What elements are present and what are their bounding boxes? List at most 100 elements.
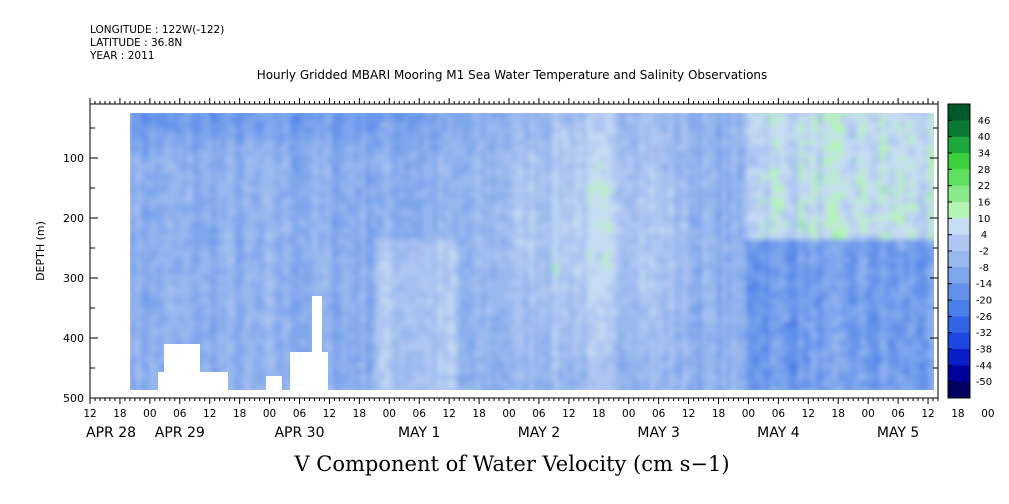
heatmap-cell bbox=[553, 209, 559, 217]
heatmap-cell bbox=[293, 133, 299, 140]
heatmap-cell bbox=[615, 356, 622, 364]
heatmap-cell bbox=[139, 239, 145, 246]
heatmap-cell bbox=[192, 139, 198, 146]
heatmap-cell bbox=[490, 309, 497, 317]
heatmap-cell bbox=[404, 262, 410, 270]
heatmap-cell bbox=[298, 251, 304, 258]
heatmap-cell bbox=[158, 256, 165, 264]
heatmap-cell bbox=[235, 168, 242, 176]
heatmap-cell bbox=[625, 245, 631, 252]
heatmap-cell bbox=[461, 239, 468, 246]
heatmap-cell bbox=[182, 115, 189, 123]
heatmap-cell bbox=[461, 386, 468, 390]
heatmap-cell bbox=[505, 180, 511, 187]
heatmap-cell bbox=[327, 256, 333, 264]
heatmap-cell bbox=[582, 327, 588, 334]
heatmap-cell bbox=[149, 198, 155, 205]
heatmap-cell bbox=[586, 145, 593, 152]
heatmap-cell bbox=[139, 386, 145, 390]
heatmap-cell bbox=[149, 113, 155, 117]
heatmap-cell bbox=[259, 380, 266, 387]
heatmap-cell bbox=[360, 145, 367, 152]
heatmap-cell bbox=[250, 162, 256, 170]
heatmap-cell bbox=[543, 180, 549, 187]
heatmap-cell bbox=[370, 303, 376, 311]
heatmap-cell bbox=[476, 262, 482, 270]
heatmap-cell bbox=[413, 157, 420, 164]
heatmap-cell bbox=[408, 127, 415, 135]
heatmap-cell bbox=[134, 113, 141, 117]
heatmap-cell bbox=[394, 286, 400, 293]
heatmap-cell bbox=[245, 309, 251, 317]
heatmap-cell bbox=[466, 233, 473, 240]
heatmap-cell bbox=[250, 157, 256, 164]
heatmap-cell bbox=[389, 127, 396, 135]
heatmap-cell bbox=[428, 268, 434, 276]
heatmap-cell bbox=[466, 227, 473, 234]
heatmap-cell bbox=[615, 204, 622, 211]
heatmap-cell bbox=[235, 280, 242, 287]
heatmap-cell bbox=[389, 380, 396, 387]
heatmap-cell bbox=[365, 227, 372, 234]
heatmap-cell bbox=[235, 133, 242, 140]
heatmap-cell bbox=[577, 145, 583, 152]
heatmap-cell bbox=[351, 280, 357, 287]
heatmap-cell bbox=[202, 327, 208, 334]
heatmap-cell bbox=[548, 221, 554, 229]
heatmap-cell bbox=[144, 350, 150, 358]
heatmap-cell bbox=[178, 333, 184, 340]
heatmap-cell bbox=[303, 186, 309, 193]
heatmap-cell bbox=[620, 180, 626, 187]
heatmap-cell bbox=[558, 113, 564, 117]
heatmap-cell bbox=[399, 280, 405, 287]
heatmap-cell bbox=[168, 233, 174, 240]
heatmap-cell bbox=[360, 256, 367, 264]
heatmap-cell bbox=[586, 139, 593, 146]
heatmap-cell bbox=[202, 139, 208, 146]
heatmap-cell bbox=[269, 121, 275, 129]
heatmap-cell bbox=[360, 245, 367, 252]
heatmap-cell bbox=[230, 145, 237, 152]
heatmap-cell bbox=[615, 339, 622, 346]
heatmap-cell bbox=[529, 162, 535, 170]
heatmap-cell bbox=[466, 386, 473, 390]
heatmap-cell bbox=[283, 174, 290, 182]
heatmap-cell bbox=[548, 227, 554, 234]
heatmap-cell bbox=[158, 286, 165, 293]
heatmap-cell bbox=[269, 139, 275, 146]
heatmap-cell bbox=[418, 127, 424, 135]
heatmap-cell bbox=[360, 350, 367, 358]
heatmap-cell bbox=[139, 192, 145, 199]
heatmap-cell bbox=[591, 315, 598, 323]
heatmap-cell bbox=[562, 139, 569, 146]
heatmap-cell bbox=[322, 227, 328, 234]
heatmap-cell bbox=[139, 350, 145, 358]
heatmap-cell bbox=[509, 133, 516, 140]
heatmap-cell bbox=[428, 298, 434, 305]
heatmap-cell bbox=[187, 327, 194, 334]
heatmap-cell bbox=[283, 162, 290, 170]
heatmap-cell bbox=[153, 145, 160, 152]
heatmap-cell bbox=[524, 321, 530, 328]
heatmap-cell bbox=[567, 133, 574, 140]
heatmap-cell bbox=[582, 239, 588, 246]
heatmap-cell bbox=[269, 315, 275, 323]
heatmap-cell bbox=[351, 374, 357, 381]
heatmap-cell bbox=[533, 157, 540, 164]
heatmap-cell bbox=[495, 174, 501, 182]
heatmap-cell bbox=[149, 151, 155, 158]
heatmap-cell bbox=[432, 386, 439, 390]
heatmap-cell bbox=[230, 113, 237, 117]
heatmap-cell bbox=[187, 251, 194, 258]
heatmap-cell bbox=[211, 309, 218, 317]
heatmap-cell bbox=[389, 262, 396, 270]
heatmap-cell bbox=[298, 113, 304, 117]
heatmap-cell bbox=[481, 174, 487, 182]
heatmap-cell bbox=[360, 113, 367, 117]
heatmap-cell bbox=[365, 115, 372, 123]
heatmap-cell bbox=[192, 298, 198, 305]
heatmap-cell bbox=[519, 121, 525, 129]
heatmap-cell bbox=[596, 209, 602, 217]
heatmap-cell bbox=[615, 174, 622, 182]
heatmap-cell bbox=[471, 204, 477, 211]
